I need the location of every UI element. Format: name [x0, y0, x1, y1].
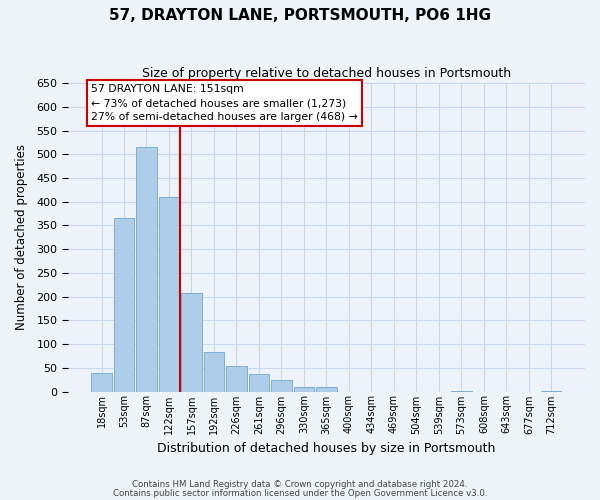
Bar: [451, 390, 472, 392]
Text: 57 DRAYTON LANE: 151sqm
← 73% of detached houses are smaller (1,273)
27% of semi: 57 DRAYTON LANE: 151sqm ← 73% of detache…: [91, 84, 358, 122]
Text: Contains public sector information licensed under the Open Government Licence v3: Contains public sector information licen…: [113, 488, 487, 498]
X-axis label: Distribution of detached houses by size in Portsmouth: Distribution of detached houses by size …: [157, 442, 496, 455]
Bar: [114, 218, 134, 392]
Text: 57, DRAYTON LANE, PORTSMOUTH, PO6 1HG: 57, DRAYTON LANE, PORTSMOUTH, PO6 1HG: [109, 8, 491, 22]
Bar: [316, 387, 337, 392]
Bar: [541, 390, 562, 392]
Bar: [271, 380, 292, 392]
Bar: [91, 374, 112, 392]
Bar: [204, 352, 224, 392]
Bar: [181, 294, 202, 392]
Y-axis label: Number of detached properties: Number of detached properties: [15, 144, 28, 330]
Bar: [226, 366, 247, 392]
Title: Size of property relative to detached houses in Portsmouth: Size of property relative to detached ho…: [142, 68, 511, 80]
Text: Contains HM Land Registry data © Crown copyright and database right 2024.: Contains HM Land Registry data © Crown c…: [132, 480, 468, 489]
Bar: [159, 197, 179, 392]
Bar: [249, 374, 269, 392]
Bar: [136, 147, 157, 392]
Bar: [294, 387, 314, 392]
